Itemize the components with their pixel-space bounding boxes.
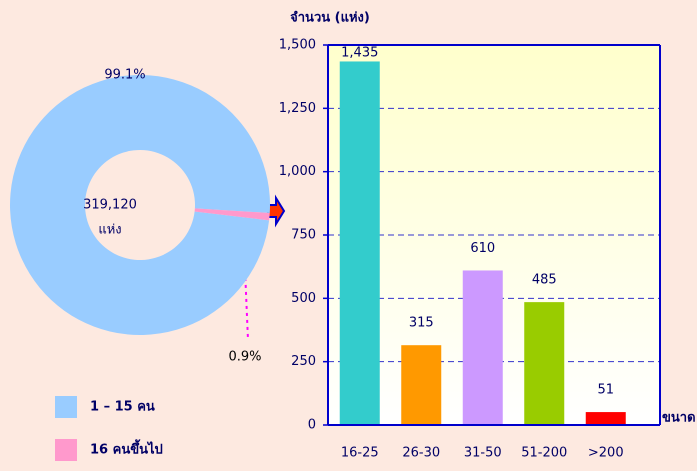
bar [339, 61, 380, 425]
x-tick-label: 26-30 [402, 446, 440, 461]
bar [524, 302, 565, 425]
bar [585, 412, 626, 425]
y-tick-label: 250 [291, 354, 316, 369]
x-axis-label: ขนาด [662, 411, 696, 426]
value-label: 1,435 [341, 46, 378, 61]
legend-swatch [55, 439, 77, 461]
x-tick-label: >200 [588, 446, 624, 461]
pie-slice [194, 208, 270, 221]
legend-label: 1 – 15 คน [90, 400, 155, 415]
pie-label: 0.9% [228, 350, 261, 365]
arrow [267, 194, 286, 228]
pie-slice [9, 75, 270, 336]
y-tick-label: 500 [291, 291, 316, 306]
value-label: 315 [409, 316, 434, 331]
center-label: แห่ง [98, 223, 121, 238]
x-tick-label: 51-200 [521, 446, 567, 461]
legend-swatch [55, 396, 77, 418]
value-label: 51 [597, 383, 614, 398]
value-label: 610 [470, 241, 495, 256]
y-tick-label: 750 [291, 228, 316, 243]
pie-label: 99.1% [104, 68, 145, 83]
y-tick-label: 0 [308, 418, 316, 433]
leader-line [242, 221, 249, 341]
x-tick-label: 31-50 [464, 446, 502, 461]
bar [462, 270, 503, 425]
bar [401, 345, 442, 425]
y-tick-label: 1,000 [279, 164, 316, 179]
y-tick-label: 1,500 [279, 38, 316, 53]
x-tick-label: 16-25 [341, 446, 379, 461]
value-label: 485 [532, 273, 557, 288]
y-axis-label: จำนวน (แห่ง) [290, 10, 370, 26]
legend-label: 16 คนขึ้นไป [90, 439, 163, 458]
y-tick-label: 1,250 [279, 101, 316, 116]
center-label: 319,120 [83, 198, 137, 213]
